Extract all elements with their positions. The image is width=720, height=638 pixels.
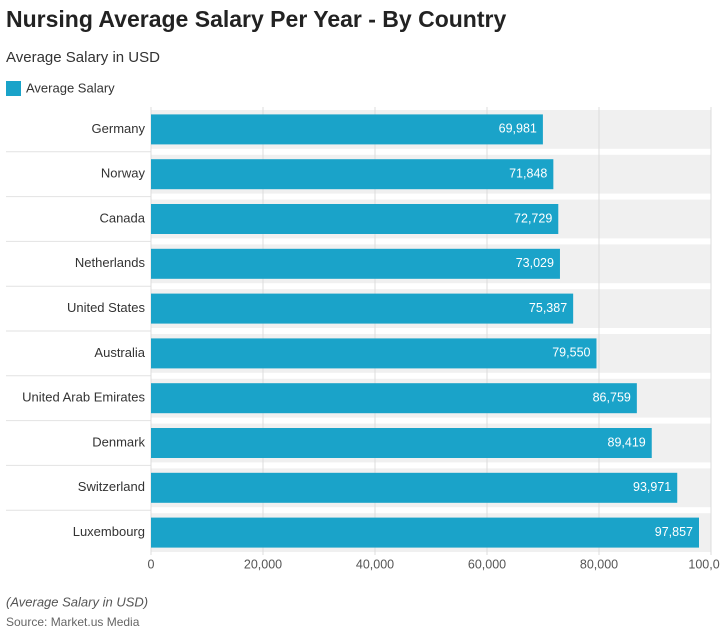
- y-tick-label: Switzerland: [78, 479, 145, 494]
- bar: [151, 248, 560, 279]
- x-tick-label: 100,000: [688, 557, 720, 571]
- value-label: 69,981: [499, 122, 537, 136]
- x-tick-label: 20,000: [244, 557, 282, 571]
- bar: [151, 338, 597, 369]
- legend-swatch: [6, 81, 21, 96]
- x-tick-label: 80,000: [580, 557, 618, 571]
- legend-label: Average Salary: [26, 80, 115, 95]
- value-label: 86,759: [593, 390, 631, 404]
- value-label: 71,848: [509, 166, 547, 180]
- bar: [151, 159, 554, 190]
- x-tick-label: 60,000: [468, 557, 506, 571]
- chart-title: Nursing Average Salary Per Year - By Cou…: [6, 6, 506, 32]
- x-tick-label: 0: [148, 557, 155, 571]
- y-tick-label: Germany: [92, 121, 146, 136]
- value-label: 75,387: [529, 301, 567, 315]
- bar: [151, 428, 652, 458]
- y-tick-label: Denmark: [92, 434, 145, 449]
- y-tick-label: Australia: [94, 345, 145, 360]
- chart-subtitle: Average Salary in USD: [6, 49, 160, 66]
- bar: [151, 293, 574, 324]
- value-label: 73,029: [516, 256, 554, 270]
- y-tick-label: Norway: [101, 166, 146, 181]
- source: Source: Market.us Media: [6, 615, 140, 629]
- value-label: 72,729: [514, 211, 552, 225]
- bar: [151, 383, 637, 414]
- x-tick-label: 40,000: [356, 557, 394, 571]
- bar: [151, 204, 559, 234]
- value-label: 89,419: [608, 435, 646, 449]
- y-tick-label: Luxembourg: [73, 524, 145, 539]
- bar: [151, 472, 678, 503]
- bar: [151, 517, 699, 548]
- bar: [151, 114, 543, 145]
- value-label: 93,971: [633, 480, 671, 494]
- y-tick-label: Canada: [99, 210, 145, 225]
- y-tick-label: United Arab Emirates: [22, 390, 145, 405]
- note: (Average Salary in USD): [6, 594, 148, 609]
- y-tick-label: Netherlands: [75, 255, 146, 270]
- value-label: 97,857: [655, 525, 693, 539]
- value-label: 79,550: [552, 346, 590, 360]
- y-tick-label: United States: [67, 300, 146, 315]
